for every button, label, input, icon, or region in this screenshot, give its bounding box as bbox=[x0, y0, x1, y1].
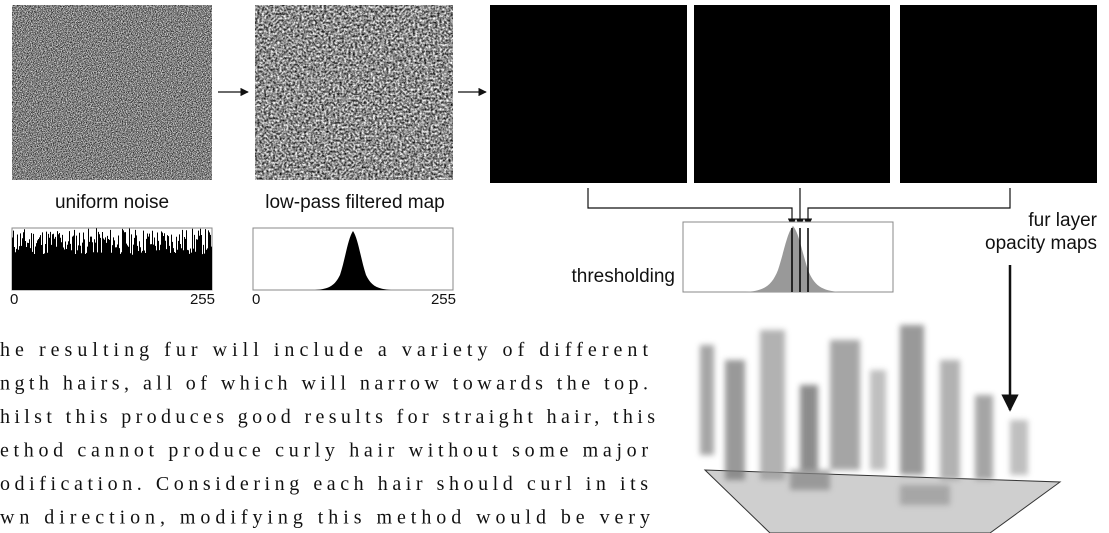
label: fur layer bbox=[1028, 210, 1097, 231]
fur-render bbox=[700, 325, 1028, 505]
paragraph-line: ethod cannot produce curly hair without … bbox=[0, 440, 648, 462]
label: uniform noise bbox=[55, 192, 169, 213]
paragraph-line: odification. Considering each hair shoul… bbox=[0, 473, 648, 495]
histogram-lowpass bbox=[315, 231, 391, 290]
histogram-threshold bbox=[745, 226, 841, 292]
paragraph: he resulting fur will include a variety … bbox=[0, 339, 655, 529]
label: opacity maps bbox=[985, 233, 1097, 254]
label: low-pass filtered map bbox=[265, 192, 445, 213]
axis-label: 0 bbox=[252, 291, 260, 308]
threshold-map-1 bbox=[490, 5, 687, 183]
axis-label: 255 bbox=[190, 291, 215, 308]
threshold-map-2 bbox=[694, 5, 890, 183]
connector bbox=[587, 188, 797, 227]
paragraph-line: he resulting fur will include a variety … bbox=[0, 339, 648, 361]
paragraph-line: hilst this produces good results for str… bbox=[0, 406, 655, 428]
threshold-map-3 bbox=[900, 5, 1097, 183]
axis-label: 255 bbox=[431, 291, 456, 308]
lowpass-image bbox=[255, 5, 453, 180]
label: thresholding bbox=[571, 266, 675, 287]
fur-base bbox=[703, 469, 1062, 533]
histogram-uniform bbox=[12, 228, 212, 290]
paragraph-line: ngth hairs, all of which will narrow tow… bbox=[0, 373, 648, 395]
uniform-noise-image bbox=[12, 5, 212, 180]
axis-label: 0 bbox=[10, 291, 18, 308]
paragraph-line: wn direction, modifying this method woul… bbox=[0, 507, 650, 529]
connector bbox=[803, 188, 1011, 227]
